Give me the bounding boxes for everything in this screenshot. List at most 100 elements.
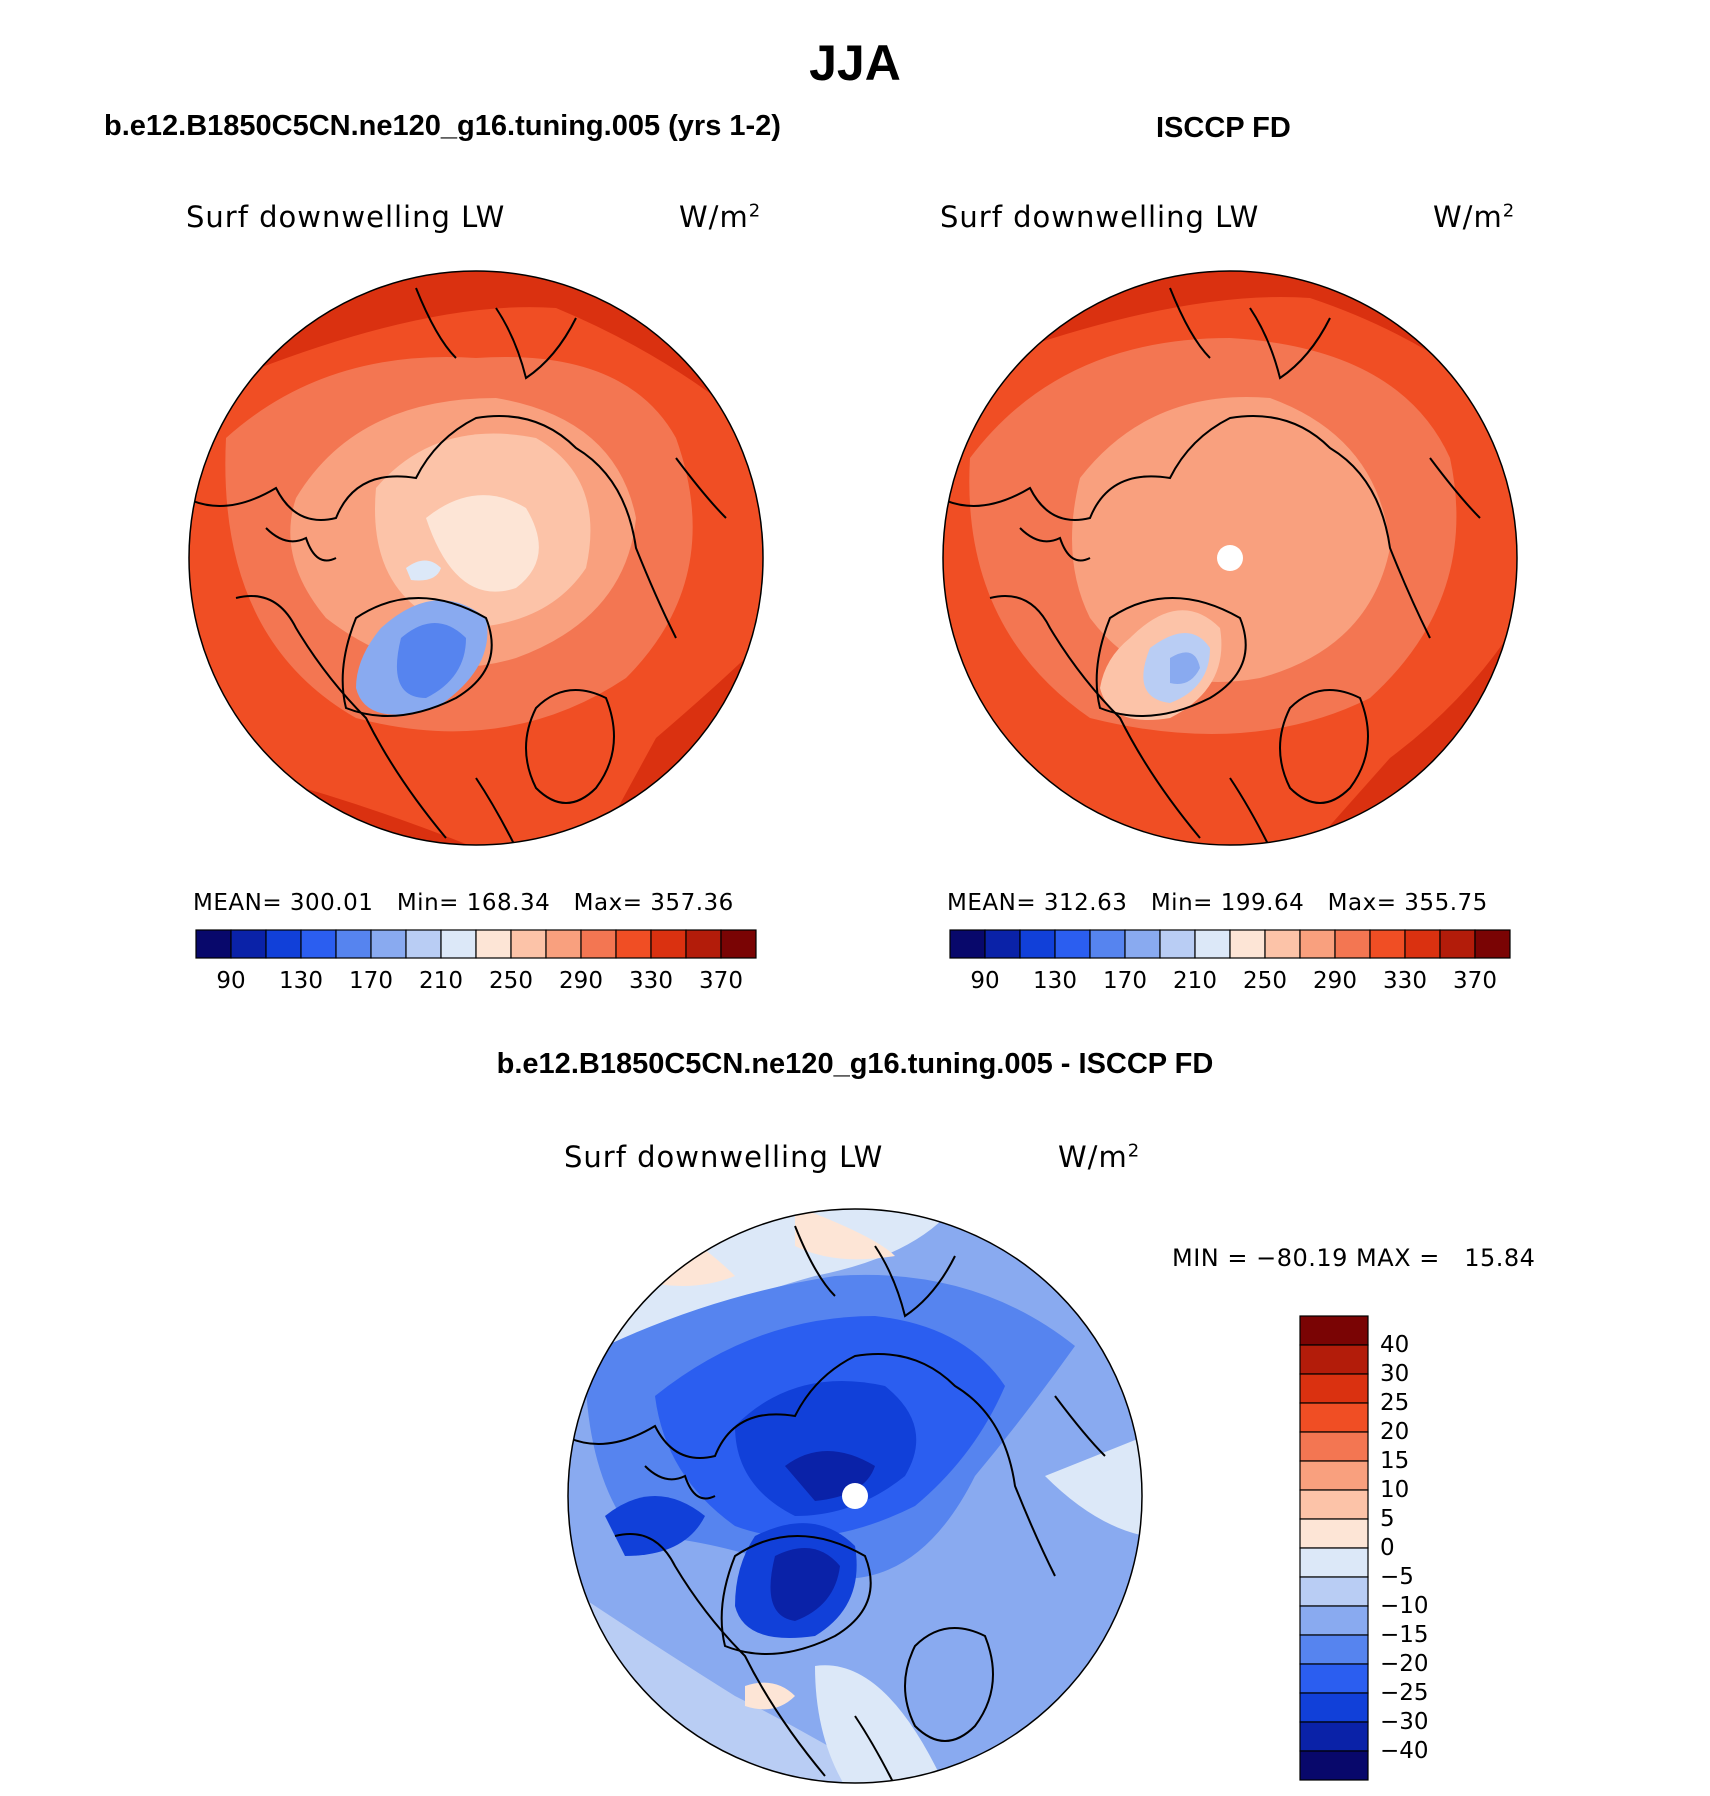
diff-colorbar-tick-label: 15: [1380, 1448, 1410, 1474]
diff-near-zero-bottom: [815, 1665, 945, 1783]
obs-colorbar-tick-label: 170: [1103, 968, 1147, 994]
model-colorbar-tick-label: 330: [629, 968, 673, 994]
diff-colorbar-swatch-3: [1299, 1402, 1369, 1433]
model-colorbar-swatch-10: [545, 929, 582, 959]
model-colorbar-swatch-7: [440, 929, 477, 959]
diff-colorbar-tick-label: 10: [1380, 1477, 1410, 1503]
diff-variable-label: Surf downwelling LW: [564, 1140, 884, 1174]
model-colorbar-tick-label: 170: [349, 968, 393, 994]
diff-colorbar-tick-label: 30: [1380, 1361, 1410, 1387]
greenland-core-patch: [396, 623, 466, 698]
pole-missing-data: [842, 1483, 868, 1509]
diff-units-label: W/m2: [1058, 1140, 1141, 1174]
model-coastlines: [189, 287, 727, 845]
obs-colorbar-tick-label: 330: [1383, 968, 1427, 994]
diff-coastlines: [568, 1225, 1106, 1783]
obs-colorbar-swatch-14: [1439, 929, 1476, 959]
model-colorbar-swatch-3: [300, 929, 337, 959]
diff-colorbar-swatch-6: [1299, 1489, 1369, 1520]
obs-colorbar-tick-label: 250: [1243, 968, 1287, 994]
obs-colorbar-swatch-8: [1229, 929, 1266, 959]
model-colorbar-swatch-4: [335, 929, 372, 959]
obs-colorbar-swatch-9: [1264, 929, 1301, 959]
obs-polar-map: [942, 270, 1518, 846]
obs-map-boundary: [942, 270, 1518, 846]
diff-map-boundary: [567, 1208, 1143, 1784]
obs-colorbar-tick-label: 370: [1453, 968, 1497, 994]
obs-colorbar-swatch-6: [1159, 929, 1196, 959]
diff-colorbar-swatch-0: [1299, 1315, 1369, 1346]
model-panel-title: b.e12.B1850C5CN.ne120_g16.tuning.005 (yr…: [104, 110, 781, 142]
diff-colorbar-swatch-7: [1299, 1518, 1369, 1549]
diff-colorbar-tick-label: 5: [1380, 1506, 1395, 1532]
diff-colorbar-tick-label: 20: [1380, 1419, 1410, 1445]
obs-colorbar-swatch-11: [1334, 929, 1371, 959]
obs-colorbar-swatch-0: [949, 929, 986, 959]
obs-colorbar: [949, 929, 1511, 959]
model-colorbar-swatch-0: [195, 929, 232, 959]
pole-missing-data: [1217, 545, 1243, 571]
obs-colorbar-swatch-3: [1054, 929, 1091, 959]
diff-colorbar-swatch-12: [1299, 1663, 1369, 1694]
model-colorbar-swatch-12: [615, 929, 652, 959]
model-units-label: W/m2: [679, 200, 762, 234]
obs-variable-label: Surf downwelling LW: [940, 200, 1260, 234]
model-variable-label: Surf downwelling LW: [186, 200, 506, 234]
model-colorbar-labels: 90 130 170 210 250 290 330 370: [196, 968, 756, 998]
obs-colorbar-swatch-12: [1369, 929, 1406, 959]
model-colorbar-tick-label: 90: [216, 968, 246, 994]
model-colorbar-swatch-5: [370, 929, 407, 959]
obs-colorbar-swatch-10: [1299, 929, 1336, 959]
obs-colorbar-swatch-2: [1019, 929, 1056, 959]
model-colorbar: [195, 929, 757, 959]
diff-canada-neg-patch: [605, 1496, 705, 1556]
diff-colorbar-swatch-1: [1299, 1344, 1369, 1375]
model-colorbar-swatch-15: [720, 929, 757, 959]
model-field-band-lowest: [426, 495, 539, 592]
diff-colorbar-tick-label: −40: [1380, 1738, 1429, 1764]
obs-units-label: W/m2: [1433, 200, 1516, 234]
diff-colorbar-swatch-13: [1299, 1692, 1369, 1723]
model-colorbar-tick-label: 210: [419, 968, 463, 994]
obs-coastlines: [943, 287, 1481, 845]
diff-colorbar-tick-label: −5: [1380, 1564, 1414, 1590]
obs-colorbar-swatch-7: [1194, 929, 1231, 959]
model-stats: MEAN= 300.01 Min= 168.34 Max= 357.36: [193, 890, 734, 916]
model-colorbar-swatch-1: [230, 929, 267, 959]
obs-colorbar-swatch-4: [1089, 929, 1126, 959]
diff-colorbar-swatch-4: [1299, 1431, 1369, 1462]
obs-stats: MEAN= 312.63 Min= 199.64 Max= 355.75: [947, 890, 1488, 916]
figure-title: JJA: [809, 35, 901, 91]
model-colorbar-swatch-8: [475, 929, 512, 959]
obs-colorbar-swatch-1: [984, 929, 1021, 959]
diff-colorbar-tick-label: −30: [1380, 1709, 1429, 1735]
diff-minmax: MIN = −80.19 MAX = 15.84: [1172, 1244, 1536, 1272]
diff-colorbar-tick-label: 0: [1380, 1535, 1395, 1561]
model-colorbar-swatch-13: [650, 929, 687, 959]
model-colorbar-swatch-14: [685, 929, 722, 959]
diff-near-zero-right: [1045, 1436, 1142, 1536]
obs-colorbar-swatch-13: [1404, 929, 1441, 959]
diff-polar-map: [567, 1208, 1143, 1784]
obs-colorbar-swatch-5: [1124, 929, 1161, 959]
diff-positive-patch-2: [795, 1209, 895, 1260]
model-polar-map: [188, 270, 764, 846]
diff-colorbar-tick-label: −10: [1380, 1593, 1429, 1619]
model-colorbar-tick-label: 250: [489, 968, 533, 994]
diff-colorbar-swatch-15: [1299, 1750, 1369, 1781]
greenland-core-neg-patch: [770, 1548, 840, 1621]
model-colorbar-swatch-2: [265, 929, 302, 959]
obs-colorbar-tick-label: 90: [970, 968, 1000, 994]
diff-colorbar-tick-label: 40: [1380, 1332, 1410, 1358]
diff-colorbar-tick-label: −25: [1380, 1680, 1429, 1706]
diff-colorbar-tick-label: −20: [1380, 1651, 1429, 1677]
obs-colorbar-tick-label: 210: [1173, 968, 1217, 994]
model-colorbar-swatch-6: [405, 929, 442, 959]
obs-colorbar-tick-label: 290: [1313, 968, 1357, 994]
ellesmere-patch: [406, 560, 441, 581]
diff-colorbar-labels: 40 30 25 20 15 10 5 0 −5 −10 −15 −20 −25 −30 −40: [1380, 1316, 1500, 1780]
obs-colorbar-swatch-15: [1474, 929, 1511, 959]
model-map-boundary: [188, 270, 764, 846]
diff-colorbar-swatch-5: [1299, 1460, 1369, 1491]
diff-positive-patch-3: [745, 1682, 795, 1710]
